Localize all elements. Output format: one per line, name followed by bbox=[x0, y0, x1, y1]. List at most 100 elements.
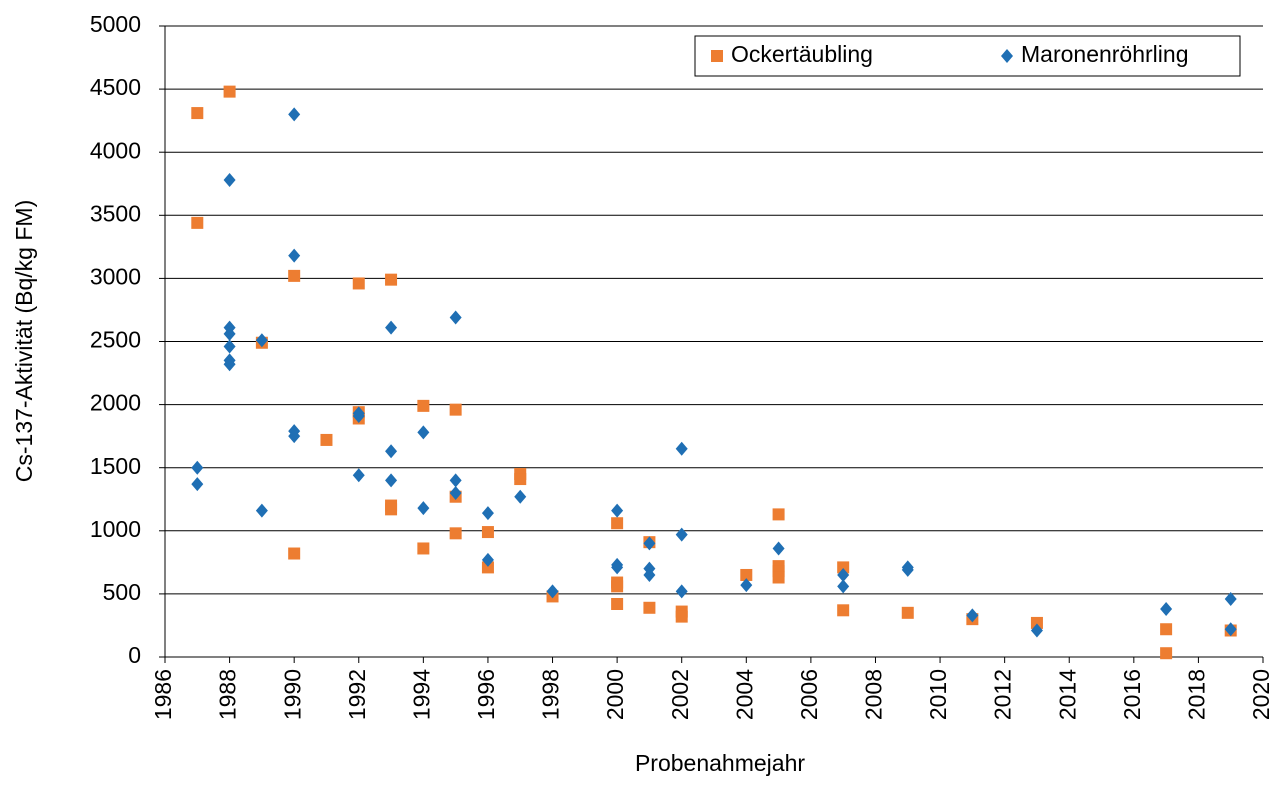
point bbox=[385, 473, 398, 488]
legend-marker bbox=[1001, 49, 1013, 63]
point bbox=[611, 517, 624, 530]
point bbox=[837, 561, 850, 574]
point bbox=[223, 85, 236, 98]
point bbox=[481, 561, 494, 574]
y-tick-label: 4000 bbox=[90, 137, 141, 163]
x-tick-label: 2016 bbox=[1119, 669, 1145, 720]
point bbox=[191, 477, 204, 492]
point bbox=[191, 216, 204, 229]
point bbox=[901, 562, 914, 577]
x-tick-label: 2018 bbox=[1183, 669, 1209, 720]
point bbox=[352, 277, 365, 290]
point bbox=[837, 567, 850, 582]
point bbox=[675, 610, 688, 623]
point bbox=[1224, 622, 1237, 637]
x-tick-label: 2012 bbox=[990, 669, 1016, 720]
point bbox=[288, 107, 301, 122]
point bbox=[772, 541, 785, 556]
x-tick-label: 2006 bbox=[796, 669, 822, 720]
y-tick-label: 3000 bbox=[90, 263, 141, 289]
point bbox=[223, 339, 236, 354]
x-tick-label: 2010 bbox=[925, 669, 951, 720]
y-tick-label: 500 bbox=[103, 579, 141, 605]
point bbox=[417, 501, 430, 516]
y-tick-label: 4500 bbox=[90, 74, 141, 100]
legend-label: Maronenröhrling bbox=[1021, 41, 1188, 67]
x-tick-label: 1986 bbox=[150, 669, 176, 720]
point bbox=[611, 597, 624, 610]
point bbox=[320, 433, 333, 446]
y-tick-label: 5000 bbox=[90, 11, 141, 37]
x-tick-label: 2004 bbox=[731, 669, 757, 720]
x-tick-label: 1990 bbox=[279, 669, 305, 720]
x-tick-label: 2000 bbox=[602, 669, 628, 720]
point bbox=[191, 107, 204, 120]
y-axis-title: Cs-137-Aktivität (Bq/kg FM) bbox=[11, 200, 37, 482]
legend-marker bbox=[711, 50, 723, 62]
y-tick-label: 2000 bbox=[90, 390, 141, 416]
point bbox=[481, 506, 494, 521]
point bbox=[643, 536, 656, 551]
x-tick-label: 1994 bbox=[408, 669, 434, 720]
point bbox=[643, 567, 656, 582]
point bbox=[1224, 591, 1237, 606]
x-tick-label: 2014 bbox=[1054, 669, 1080, 720]
x-tick-label: 2020 bbox=[1248, 669, 1274, 720]
point bbox=[643, 601, 656, 614]
point bbox=[223, 172, 236, 187]
point bbox=[223, 357, 236, 372]
point bbox=[966, 608, 979, 623]
x-axis-title: Probenahmejahr bbox=[635, 750, 805, 776]
point bbox=[1160, 647, 1173, 660]
point bbox=[837, 579, 850, 594]
x-tick-label: 1998 bbox=[538, 669, 564, 720]
point bbox=[772, 571, 785, 584]
point bbox=[288, 547, 301, 560]
point bbox=[1030, 616, 1043, 629]
point bbox=[611, 560, 624, 575]
point bbox=[740, 568, 753, 581]
point bbox=[481, 552, 494, 567]
point bbox=[255, 333, 268, 348]
point bbox=[255, 503, 268, 518]
x-tick-label: 1988 bbox=[215, 669, 241, 720]
point bbox=[675, 584, 688, 599]
point bbox=[514, 489, 527, 504]
y-tick-label: 0 bbox=[128, 642, 141, 668]
point bbox=[288, 269, 301, 282]
point bbox=[675, 441, 688, 456]
point bbox=[417, 542, 430, 555]
legend: Ockertäubling Maronenröhrling bbox=[694, 35, 1241, 77]
point bbox=[449, 527, 462, 540]
point bbox=[449, 310, 462, 325]
point bbox=[449, 485, 462, 500]
point bbox=[223, 326, 236, 341]
x-tick-label: 1996 bbox=[473, 669, 499, 720]
x-tick-label: 2008 bbox=[861, 669, 887, 720]
point bbox=[417, 399, 430, 412]
point bbox=[1030, 623, 1043, 638]
point bbox=[288, 248, 301, 263]
point bbox=[1160, 623, 1173, 636]
y-tick-label: 1000 bbox=[90, 516, 141, 542]
legend-box bbox=[694, 35, 1241, 77]
point bbox=[1160, 602, 1173, 617]
point bbox=[352, 468, 365, 483]
point bbox=[449, 473, 462, 488]
point bbox=[772, 508, 785, 521]
point bbox=[352, 408, 365, 423]
point bbox=[385, 503, 398, 516]
point bbox=[481, 526, 494, 539]
point bbox=[901, 606, 914, 619]
point bbox=[417, 425, 430, 440]
x-tick-label: 1992 bbox=[344, 669, 370, 720]
point bbox=[740, 578, 753, 593]
point bbox=[611, 580, 624, 593]
point bbox=[675, 527, 688, 542]
point bbox=[385, 320, 398, 335]
point bbox=[288, 429, 301, 444]
y-tick-label: 1500 bbox=[90, 453, 141, 479]
y-tick-label: 3500 bbox=[90, 200, 141, 226]
